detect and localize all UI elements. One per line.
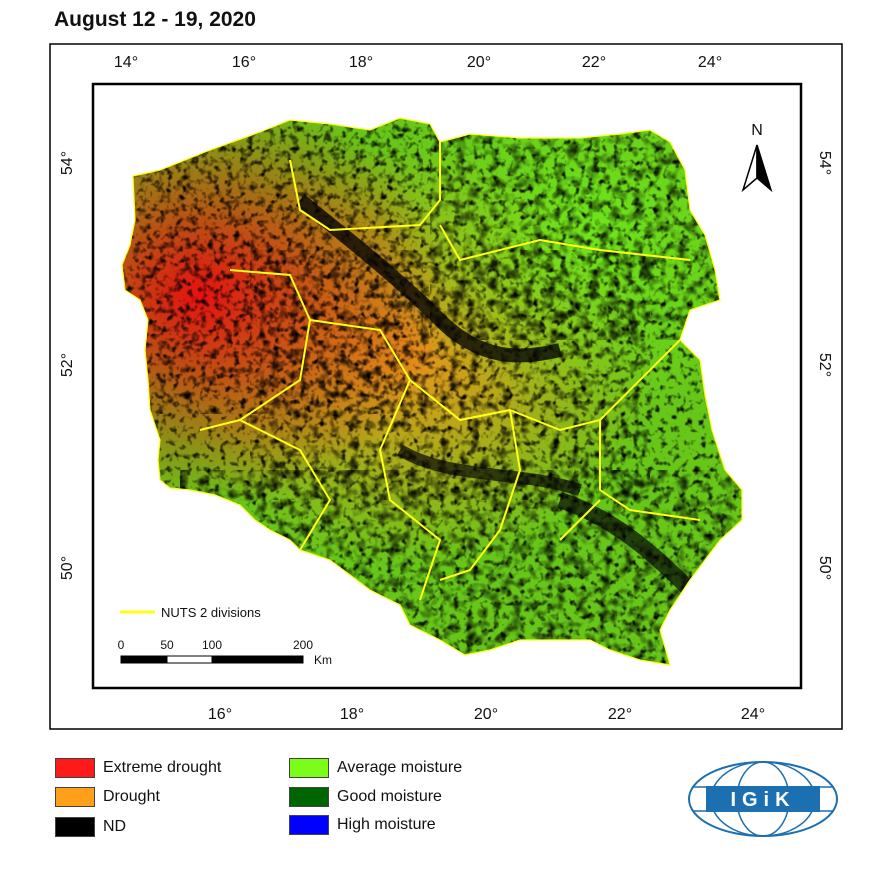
legend-label: High moisture	[337, 816, 436, 833]
right-latitude-labels: 54° 52° 50°	[816, 151, 833, 580]
legend-label: Drought	[103, 788, 160, 805]
top-longitude-labels: 14° 16° 18° 20° 22° 24°	[114, 54, 722, 71]
outer-frame	[49, 43, 843, 730]
nuts2-legend-label: NUTS 2 divisions	[161, 605, 261, 620]
lon-tick-label: 16°	[208, 706, 232, 723]
legend-item-extreme-drought: Extreme drought	[55, 757, 221, 779]
lon-tick-label: 22°	[582, 54, 606, 71]
lon-tick-label: 22°	[608, 706, 632, 723]
legend-swatch	[289, 787, 329, 807]
north-arrow-icon: N	[741, 122, 773, 193]
legend-swatch	[289, 815, 329, 835]
bottom-longitude-labels: 16° 18° 20° 22° 24°	[208, 706, 765, 723]
igik-logo: IGiK	[688, 761, 838, 837]
legend-swatch	[55, 817, 95, 837]
scale-unit-label: Km	[314, 653, 332, 667]
legend-item-good-moisture: Good moisture	[289, 786, 442, 808]
scale-tick-label: 100	[202, 638, 222, 652]
scale-tick-label: 200	[293, 638, 313, 652]
north-label: N	[751, 122, 763, 139]
scale-tick-label: 50	[160, 638, 174, 652]
legend-swatch	[289, 758, 329, 778]
lon-tick-label: 20°	[474, 706, 498, 723]
lon-tick-label: 20°	[467, 54, 491, 71]
lon-tick-label: 18°	[340, 706, 364, 723]
scale-tick-label: 0	[118, 638, 125, 652]
legend-item-average-moisture: Average moisture	[289, 757, 462, 779]
nuts2-borders	[199, 142, 701, 601]
lat-tick-label: 52°	[816, 353, 833, 377]
legend-label: Good moisture	[337, 788, 442, 805]
legend-label: ND	[103, 818, 127, 835]
legend-swatch	[55, 787, 95, 807]
legend-label: Extreme drought	[103, 759, 222, 776]
lon-tick-label: 16°	[232, 54, 256, 71]
lon-tick-label: 18°	[349, 54, 373, 71]
legend-label: Average moisture	[337, 759, 463, 776]
legend-item-high-moisture: High moisture	[289, 814, 436, 836]
lat-tick-label: 54°	[59, 151, 76, 175]
lon-tick-label: 24°	[698, 54, 722, 71]
legend-item-nd: ND	[55, 816, 126, 838]
left-latitude-labels: 54° 52° 50°	[59, 151, 76, 580]
lat-tick-label: 52°	[59, 353, 76, 377]
lon-tick-label: 14°	[114, 54, 138, 71]
scale-bar: 0 50 100 200 Km	[118, 638, 332, 667]
nuts2-legend: NUTS 2 divisions	[120, 605, 261, 620]
lat-tick-label: 50°	[59, 556, 76, 580]
lat-tick-label: 54°	[816, 151, 833, 175]
map-title: August 12 - 19, 2020	[54, 8, 256, 31]
legend-item-drought: Drought	[55, 786, 160, 808]
igik-logo-text: IGiK	[730, 789, 795, 811]
lat-tick-label: 50°	[816, 556, 833, 580]
legend-swatch	[55, 758, 95, 778]
lon-tick-label: 24°	[741, 706, 765, 723]
